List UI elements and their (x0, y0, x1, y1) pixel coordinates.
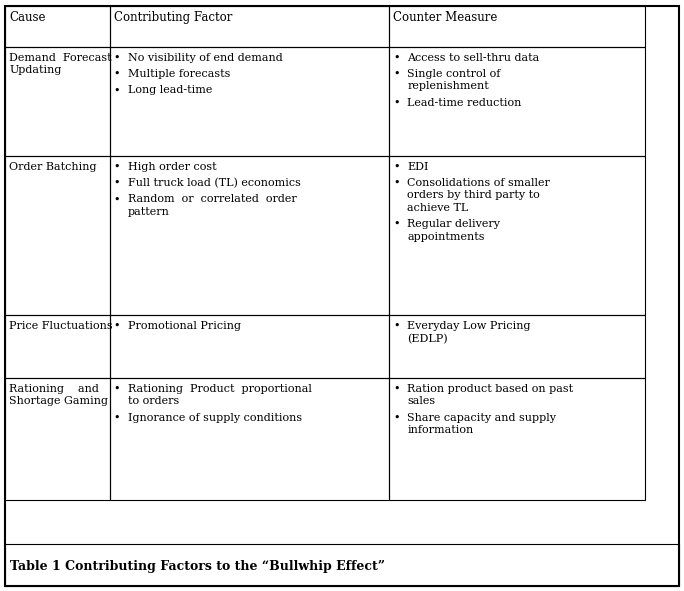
Bar (5, 155, 110, 315)
Text: (EDLP): (EDLP) (407, 334, 448, 344)
Text: •: • (393, 219, 399, 229)
Text: •: • (114, 69, 120, 79)
Text: Promotional Pricing: Promotional Pricing (128, 322, 241, 331)
Bar (5, 378, 110, 500)
Bar (110, 6, 389, 47)
Text: •: • (114, 413, 120, 423)
Bar (110, 378, 389, 500)
Bar (389, 378, 645, 500)
Text: achieve TL: achieve TL (407, 203, 469, 213)
Text: Everyday Low Pricing: Everyday Low Pricing (407, 322, 531, 331)
Bar (5, 315, 110, 378)
Text: •: • (393, 413, 399, 423)
Text: •: • (114, 178, 120, 188)
Text: sales: sales (407, 397, 435, 407)
Text: •: • (393, 53, 399, 63)
Text: •: • (114, 322, 120, 331)
Text: Share capacity and supply: Share capacity and supply (407, 413, 556, 423)
Text: Counter Measure: Counter Measure (393, 11, 497, 24)
Text: Regular delivery: Regular delivery (407, 219, 500, 229)
Text: information: information (407, 425, 473, 435)
Bar (5, 6, 110, 47)
Bar (5, 47, 110, 155)
Text: Shortage Gaming: Shortage Gaming (10, 397, 109, 407)
Text: •: • (114, 384, 120, 394)
Text: Price Fluctuations: Price Fluctuations (10, 322, 113, 331)
Text: Full truck load (TL) economics: Full truck load (TL) economics (128, 178, 301, 189)
Text: •: • (393, 69, 399, 79)
Text: •: • (114, 194, 120, 204)
Text: High order cost: High order cost (128, 162, 216, 171)
Text: pattern: pattern (128, 207, 170, 217)
Bar (5, 544, 679, 586)
Text: Long lead-time: Long lead-time (128, 85, 212, 95)
Text: appointments: appointments (407, 232, 484, 242)
Bar (110, 155, 389, 315)
Text: EDI: EDI (407, 162, 429, 171)
Bar (389, 155, 645, 315)
Text: Single control of: Single control of (407, 69, 501, 79)
Text: •: • (393, 384, 399, 394)
Text: orders by third party to: orders by third party to (407, 190, 540, 200)
Text: •: • (393, 98, 399, 108)
Text: No visibility of end demand: No visibility of end demand (128, 53, 282, 63)
Text: •: • (393, 322, 399, 331)
Text: •: • (114, 85, 120, 95)
Text: Rationing  Product  proportional: Rationing Product proportional (128, 384, 312, 394)
Bar (110, 47, 389, 155)
Text: •: • (393, 162, 399, 171)
Bar (389, 6, 645, 47)
Text: Multiple forecasts: Multiple forecasts (128, 69, 231, 79)
Text: Table 1 Contributing Factors to the “Bullwhip Effect”: Table 1 Contributing Factors to the “Bul… (10, 560, 386, 573)
Text: Updating: Updating (10, 65, 62, 75)
Text: Random  or  correlated  order: Random or correlated order (128, 194, 297, 204)
Text: Consolidations of smaller: Consolidations of smaller (407, 178, 550, 188)
Text: •: • (114, 53, 120, 63)
Text: Cause: Cause (10, 11, 46, 24)
Text: Demand  Forecast: Demand Forecast (10, 53, 112, 63)
Text: Ignorance of supply conditions: Ignorance of supply conditions (128, 413, 302, 423)
Text: Lead-time reduction: Lead-time reduction (407, 98, 521, 108)
Text: Rationing    and: Rationing and (10, 384, 99, 394)
Bar (389, 315, 645, 378)
Text: •: • (114, 162, 120, 171)
Text: Contributing Factor: Contributing Factor (114, 11, 232, 24)
Text: Access to sell-thru data: Access to sell-thru data (407, 53, 540, 63)
Bar (389, 47, 645, 155)
Text: to orders: to orders (128, 397, 179, 407)
Bar (110, 315, 389, 378)
Text: Ration product based on past: Ration product based on past (407, 384, 573, 394)
Text: •: • (393, 178, 399, 188)
Text: replenishment: replenishment (407, 82, 489, 92)
Text: Order Batching: Order Batching (10, 162, 97, 171)
